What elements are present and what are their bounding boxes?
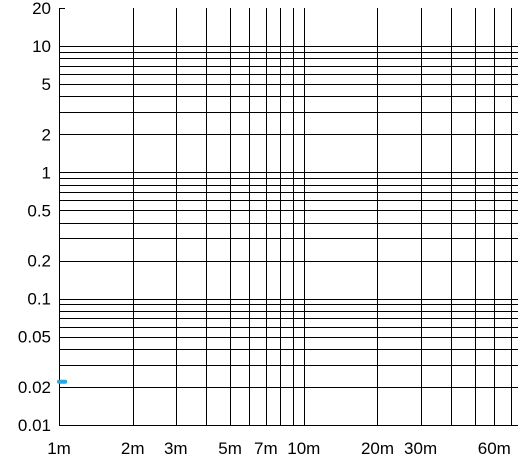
x-tick-label: 10m xyxy=(287,439,320,458)
x-tick-label: 3m xyxy=(164,439,188,458)
y-tick-label: 0.02 xyxy=(18,378,51,397)
x-tick-labels: 1m 2m 3m 5m 7m 10m 20m 30m 60m xyxy=(47,439,511,458)
y-tick-label: 0.01 xyxy=(18,416,51,435)
x-tick-label: 30m xyxy=(404,439,437,458)
x-tick-label: 20m xyxy=(361,439,394,458)
x-tick-label: 2m xyxy=(121,439,145,458)
y-tick-label: 0.5 xyxy=(27,201,51,220)
x-tick-label: 1m xyxy=(47,439,71,458)
x-tick-label: 5m xyxy=(218,439,242,458)
y-tick-label: 5 xyxy=(42,75,51,94)
y-tick-label: 0.2 xyxy=(27,252,51,271)
grid-lines xyxy=(59,8,518,425)
x-tick-label: 60m xyxy=(478,439,511,458)
x-tick-label: 7m xyxy=(254,439,278,458)
y-tick-label: 0.1 xyxy=(27,290,51,309)
y-tick-label: 1 xyxy=(42,163,51,182)
y-tick-label: 2 xyxy=(42,125,51,144)
y-tick-label: 10 xyxy=(32,37,51,56)
y-tick-label: 20 xyxy=(32,0,51,18)
y-tick-labels: 0.01 0.02 0.05 0.1 0.2 0.5 1 2 5 10 20 xyxy=(18,0,51,435)
axes xyxy=(59,8,518,426)
y-tick-label: 0.05 xyxy=(18,328,51,347)
